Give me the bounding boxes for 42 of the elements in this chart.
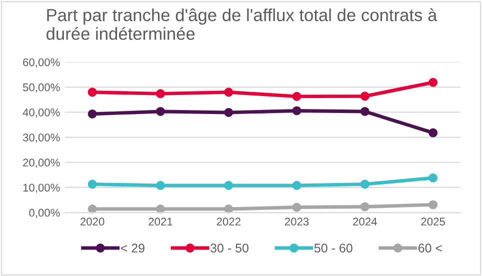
point (360, 180, 370, 189)
y-tick-label: 10,00% (23, 184, 60, 193)
point (428, 128, 438, 138)
point (88, 204, 97, 214)
point (360, 202, 370, 212)
y-tick-label: 0,00% (29, 208, 60, 218)
y-tick-label: 30,00% (22, 134, 60, 143)
point (156, 89, 165, 98)
point (292, 202, 302, 212)
y-tick-label: 50,00% (22, 83, 60, 93)
point (224, 88, 234, 97)
y-tick-label: 20,00% (23, 158, 60, 168)
point (88, 109, 97, 119)
x-tick-label: 2020 (80, 218, 104, 226)
point (428, 173, 438, 182)
legend-label: 50 - 60 (314, 244, 352, 253)
point (428, 200, 438, 210)
point (292, 106, 302, 116)
x-tick-label: 2021 (148, 218, 172, 226)
point (360, 92, 370, 101)
y-tick-label: 60,00% (23, 58, 60, 68)
point (156, 204, 165, 214)
legend-label: 30 - 50 (210, 244, 248, 253)
x-tick-label: 2024 (353, 218, 377, 226)
point (292, 180, 302, 190)
x-tick-label: 2025 (421, 218, 445, 226)
chart-title: Part par tranche d'âge de l'afflux total de contrats à durée indéterminée (46, 8, 438, 40)
point (224, 180, 234, 190)
point (224, 108, 234, 118)
point (88, 180, 97, 189)
legend-label: 60 < (418, 244, 442, 253)
legend-label: < 29 (120, 244, 144, 253)
point (428, 78, 438, 87)
point (224, 204, 234, 214)
y-tick-label: 40,00% (22, 108, 60, 118)
point (88, 88, 97, 97)
point (156, 180, 165, 190)
x-tick-label: 2023 (284, 218, 309, 226)
point (156, 106, 165, 116)
point (292, 92, 302, 101)
x-tick-label: 2022 (216, 218, 240, 226)
point (360, 106, 370, 116)
